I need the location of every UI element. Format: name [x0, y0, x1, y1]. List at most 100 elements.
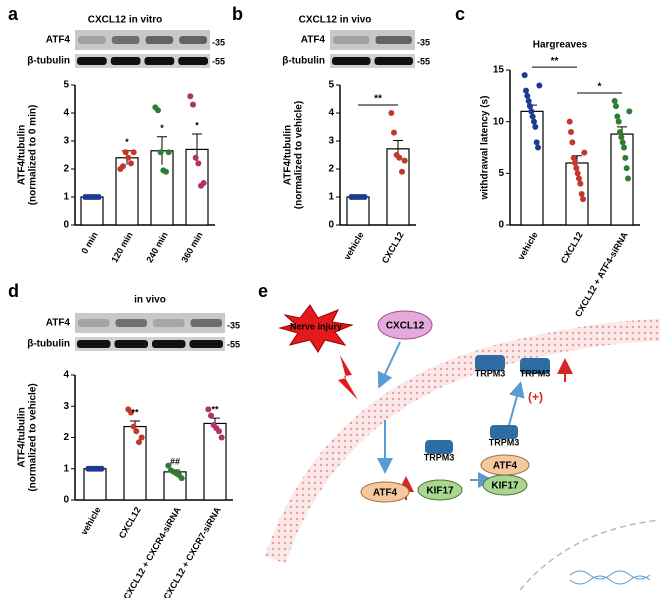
data-point	[187, 93, 194, 100]
y-axis-label: (normalized to vehicle)	[294, 101, 305, 209]
data-point	[396, 154, 403, 161]
data-point	[165, 462, 172, 469]
blot-band	[332, 57, 371, 65]
data-point	[130, 149, 137, 156]
y-axis-label: ATF4/tubulin	[17, 125, 28, 185]
label: TRPM3	[475, 368, 506, 378]
data-point	[578, 191, 585, 197]
data-point	[163, 168, 169, 175]
data-point	[128, 160, 134, 167]
data-point	[613, 103, 619, 110]
blot-band	[78, 319, 110, 327]
blot-band	[78, 36, 106, 44]
x-tick-label: CXCL12 + ATF4-siRNA	[573, 230, 630, 319]
y-tick-label: 1	[328, 192, 334, 203]
y-tick-label: 3	[63, 401, 69, 412]
blot-band	[153, 319, 185, 327]
label: KIF17	[491, 481, 519, 492]
data-point	[200, 180, 207, 186]
data-point	[625, 175, 631, 182]
label: TRPM3	[520, 368, 551, 378]
blot-marker: -55	[227, 339, 240, 349]
data-point	[573, 165, 580, 172]
blot-band	[77, 340, 111, 348]
data-point	[615, 118, 622, 125]
data-point	[120, 163, 126, 170]
y-tick-label: 4	[328, 108, 334, 119]
data-point	[626, 108, 633, 115]
y-tick-label: 3	[328, 136, 334, 147]
blot	[75, 30, 210, 50]
blot-marker: -35	[417, 37, 430, 47]
blot-band	[333, 36, 370, 44]
bar	[83, 468, 107, 501]
y-tick-label: 0	[63, 220, 69, 231]
data-point	[178, 475, 185, 482]
blot-band	[374, 57, 413, 65]
x-tick-label: vehicle	[516, 230, 540, 261]
significance: *	[195, 120, 199, 130]
blot-band	[152, 340, 186, 348]
data-point	[574, 170, 581, 177]
data-point	[195, 160, 202, 167]
label: ATF4	[493, 461, 518, 472]
y-tick-label: 2	[328, 164, 334, 175]
chart-title: CXCL12 in vitro	[88, 15, 162, 26]
data-point	[521, 72, 528, 79]
nucleus-membrane	[519, 519, 661, 591]
data-point	[155, 107, 161, 114]
blot-band	[179, 36, 207, 44]
y-tick-label: 1	[63, 463, 69, 474]
data-point	[216, 428, 222, 435]
blot-marker: -35	[212, 37, 225, 47]
data-point	[523, 87, 529, 94]
blot	[330, 30, 415, 50]
data-point	[391, 129, 397, 136]
blot-band	[375, 36, 412, 44]
data-point	[614, 113, 621, 120]
arrow	[377, 341, 401, 389]
panel-letter: e	[258, 281, 268, 301]
data-point	[536, 82, 543, 89]
significance: ##	[170, 456, 180, 466]
data-point	[529, 113, 536, 120]
blot-band	[114, 340, 148, 348]
y-tick-label: 0	[63, 495, 69, 506]
data-point	[581, 149, 588, 156]
blot-band	[77, 57, 107, 65]
kif17-node	[482, 474, 528, 496]
panel-letter: c	[455, 4, 465, 24]
channel	[475, 355, 505, 371]
data-point	[133, 428, 140, 435]
y-tick-label: 2	[63, 432, 69, 443]
data-point	[533, 139, 540, 146]
x-tick-label: CXCL12	[380, 230, 406, 265]
y-tick-label: 5	[328, 80, 334, 91]
panel-letter: d	[8, 281, 19, 301]
data-point	[568, 129, 574, 135]
channel	[425, 440, 453, 454]
blot-label: β-tubulin	[27, 56, 70, 67]
atf4-node	[360, 481, 410, 503]
blot-band	[111, 36, 140, 44]
blot-band	[178, 57, 208, 65]
data-point	[190, 101, 196, 108]
data-point	[570, 154, 577, 161]
data-point	[617, 129, 623, 135]
y-axis-label: ATF4/tubulin	[17, 407, 28, 467]
data-point	[165, 149, 172, 156]
blot	[75, 54, 210, 68]
blot	[75, 337, 225, 351]
panel-letter: b	[232, 4, 243, 24]
significance: **	[374, 94, 382, 105]
data-point	[566, 118, 573, 125]
data-point	[569, 139, 576, 146]
blot-label: β-tubulin	[27, 339, 70, 350]
label: (+)	[528, 390, 543, 404]
diagram: e Nerve injury CXCL12 TRPM3 TRPM3 TRPM3 …	[258, 281, 661, 591]
data-point	[577, 180, 584, 187]
y-tick-label: 4	[63, 108, 69, 119]
label: KIF17	[426, 486, 454, 497]
panel-letter: a	[8, 4, 19, 24]
